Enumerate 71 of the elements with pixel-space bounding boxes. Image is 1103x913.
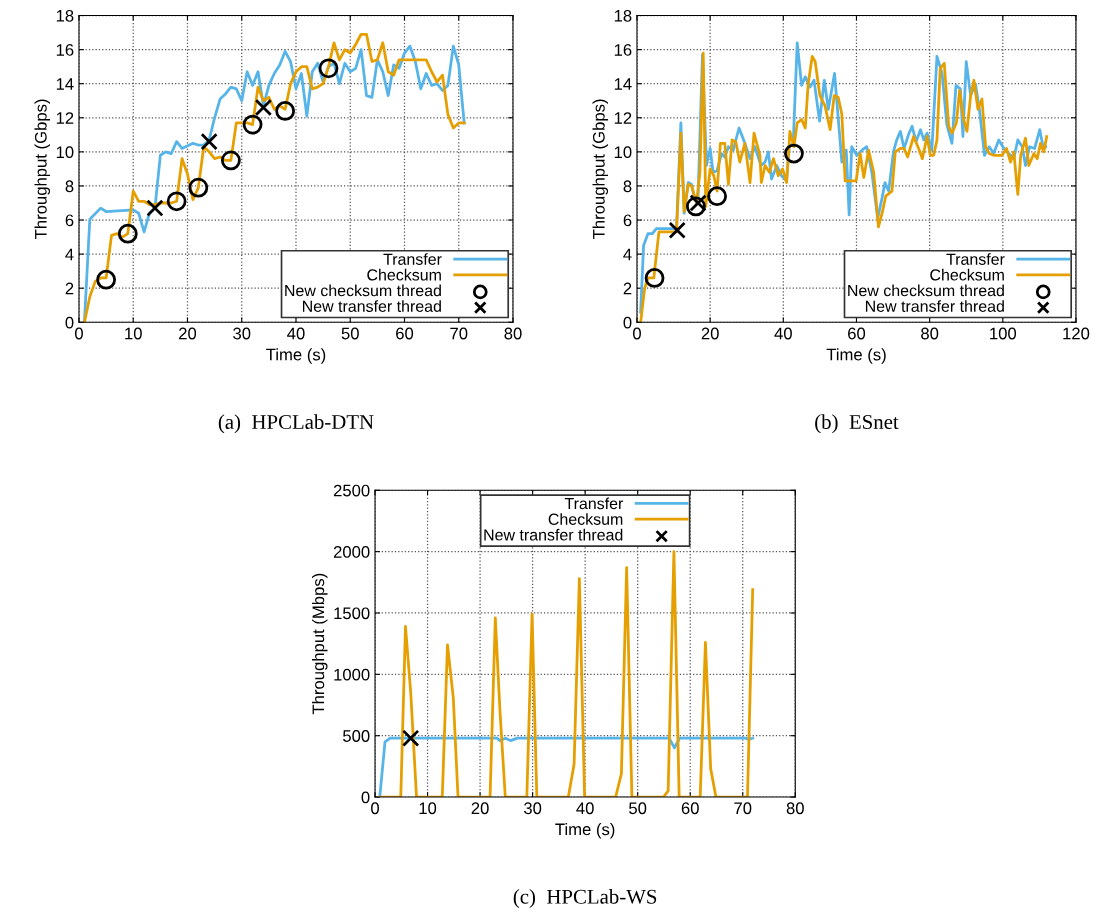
y-tick-label: 0: [361, 791, 370, 804]
x-tick-label: 20: [701, 327, 719, 340]
legend-label: Checksum: [367, 268, 441, 281]
y-tick-label: 500: [343, 730, 370, 742]
legend-label: New transfer thread: [302, 300, 441, 312]
y-tick-label: 4: [65, 248, 74, 261]
x-tick-label: 40: [576, 802, 594, 815]
x-axis-title: Time (s): [826, 348, 886, 364]
y-tick-label: 1000: [334, 668, 370, 681]
x-tick-label: 50: [629, 802, 647, 815]
x-tick-label: 120: [1063, 327, 1090, 340]
legend-label: New transfer thread: [484, 528, 623, 541]
y-tick-label: 1500: [334, 607, 370, 620]
legend-label: Transfer: [383, 253, 442, 265]
y-tick-label: 16: [614, 44, 632, 56]
x-tick-label: 40: [287, 327, 305, 340]
x-tick-label: 10: [125, 327, 142, 340]
y-tick-label: 10: [614, 146, 632, 159]
y-tick-label: 8: [623, 180, 632, 193]
x-tick-label: 100: [990, 327, 1017, 340]
legend-label: Checksum: [930, 268, 1004, 281]
y-tick-label: 8: [65, 180, 74, 193]
y-tick-label: 14: [614, 78, 632, 90]
legend-label: New checksum thread: [285, 284, 441, 297]
text: (b) ESnet: [815, 414, 899, 434]
x-tick-label: 30: [233, 327, 251, 340]
y-tick-label: 14: [56, 78, 74, 90]
x-tick-label: 0: [371, 802, 379, 815]
y-tick-label: 0: [65, 316, 74, 329]
y-axis-title: Throughput (Gbps): [34, 99, 51, 239]
y-tick-label: 2: [623, 282, 632, 295]
y-tick-label: 6: [65, 214, 74, 227]
y-tick-label: 18: [56, 9, 74, 22]
x-tick-label: 40: [774, 327, 792, 340]
x-tick-label: 50: [341, 327, 359, 340]
y-tick-label: 4: [623, 248, 632, 261]
y-tick-label: 6: [623, 214, 632, 227]
y-tick-label: 2: [65, 282, 74, 295]
x-tick-label: 60: [681, 802, 699, 815]
y-axis-title: Throughput (Gbps): [592, 99, 609, 239]
text: (c) HPCLab-WS: [513, 889, 657, 908]
y-tick-label: 2500: [333, 484, 370, 497]
y-tick-label: 12: [614, 112, 632, 124]
legend-label: Transfer: [564, 497, 624, 510]
legend-label: Checksum: [548, 513, 623, 525]
x-tick-label: 0: [633, 327, 641, 340]
y-tick-label: 12: [56, 112, 74, 124]
x-axis-title: Time (s): [266, 348, 326, 364]
y-tick-label: 2000: [333, 546, 370, 558]
text: (a) HPCLab-DTN: [218, 414, 374, 434]
x-tick-label: 80: [786, 802, 804, 815]
y-tick-label: 18: [614, 9, 632, 22]
x-tick-label: 70: [734, 802, 752, 815]
legend-label: New checksum thread: [848, 284, 1004, 297]
y-tick-label: 10: [56, 146, 74, 159]
legend-label: Transfer: [946, 253, 1005, 265]
x-tick-label: 80: [504, 327, 522, 340]
y-tick-label: 0: [623, 316, 632, 329]
x-tick-label: 70: [450, 327, 468, 340]
x-tick-label: 20: [471, 802, 489, 815]
x-tick-label: 60: [848, 327, 866, 340]
x-tick-label: 20: [179, 327, 197, 340]
x-axis-title: Time (s): [555, 823, 615, 839]
x-tick-label: 0: [74, 327, 83, 340]
legend-label: New transfer thread: [865, 300, 1004, 312]
x-tick-label: 80: [921, 327, 939, 340]
x-tick-label: 30: [523, 802, 542, 815]
x-tick-label: 60: [396, 327, 414, 340]
y-axis-title: Throughput (Mbps): [311, 573, 328, 715]
y-tick-label: 16: [56, 44, 74, 56]
x-tick-label: 10: [419, 802, 437, 815]
